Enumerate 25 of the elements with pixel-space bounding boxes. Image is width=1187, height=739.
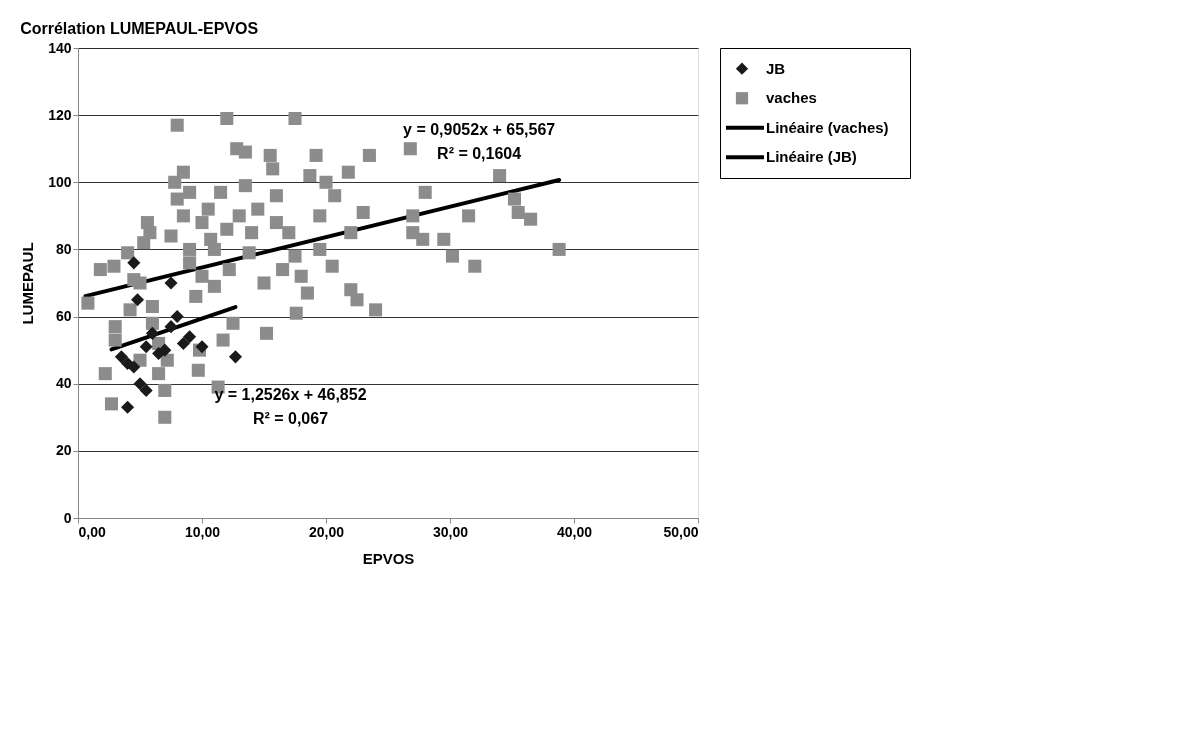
y-tick-label: 80	[55, 240, 72, 257]
y-tick-label: 120	[48, 106, 72, 123]
legend-label: JB	[766, 59, 786, 77]
legend-label: vaches	[766, 89, 817, 107]
chart-title: Corrélation LUMEPAUL-EPVOS	[20, 19, 259, 37]
x-tick-label: 20,00	[308, 523, 345, 540]
y-tick-label: 140	[48, 39, 72, 56]
x-tick-label: 10,00	[184, 523, 221, 540]
y-tick-label: 20	[55, 442, 72, 459]
x-axis-title: EPVOS	[362, 549, 415, 567]
y-tick-label: 0	[63, 509, 72, 526]
x-tick-label: 40,00	[556, 523, 593, 540]
legend-label: Linéaire (vaches)	[766, 118, 889, 136]
y-tick-label: 100	[48, 173, 72, 190]
annotation: R² = 0,067	[252, 410, 329, 428]
y-tick-label: 60	[55, 308, 72, 325]
annotation: y = 0,9052x + 65,567	[403, 120, 556, 138]
x-tick-label: 0,00	[78, 523, 106, 540]
y-tick-label: 40	[55, 375, 72, 392]
annotation: y = 1,2526x + 46,852	[214, 386, 367, 404]
y-axis-title: LUMEPAUL	[19, 242, 37, 325]
x-tick-label: 50,00	[663, 523, 699, 540]
x-tick-label: 30,00	[432, 523, 469, 540]
legend-label: Linéaire (JB)	[766, 148, 857, 166]
annotation: R² = 0,1604	[437, 144, 522, 162]
